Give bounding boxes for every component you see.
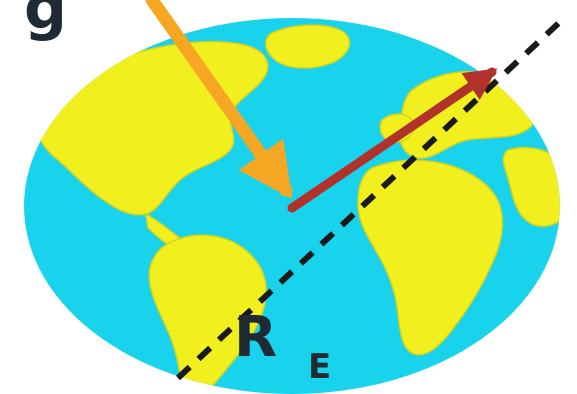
radius-arrow (287, 67, 498, 213)
gravity-label: g (24, 0, 67, 43)
continent-africa (357, 159, 504, 356)
radius-label-main: R (234, 305, 277, 370)
gravity-arrow (145, 0, 293, 199)
continent-south-america (148, 234, 267, 394)
continent-greenland (265, 24, 351, 69)
radius-label-sub: E (308, 347, 331, 387)
rotation-axis-line (175, 17, 565, 381)
